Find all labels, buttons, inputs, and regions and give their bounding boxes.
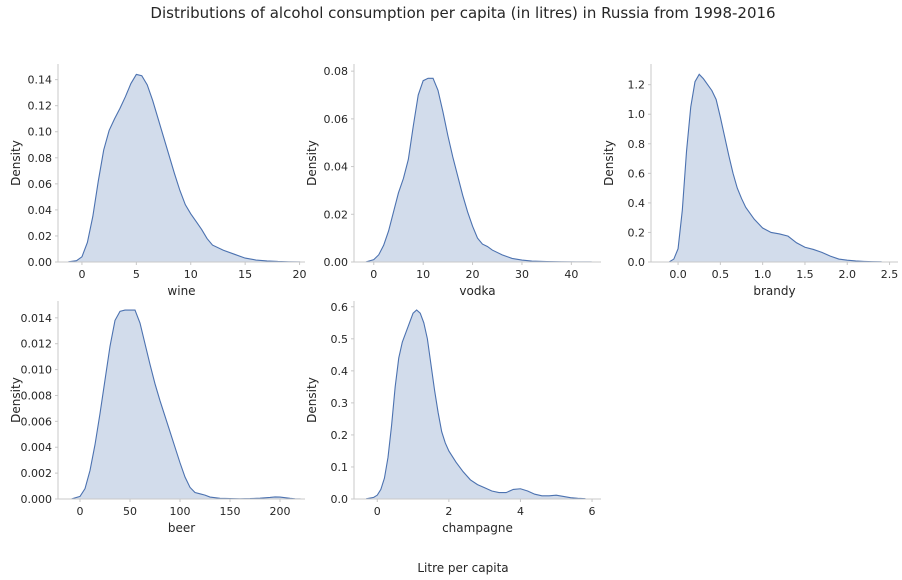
chart-1-density-curve <box>365 77 592 263</box>
chart-2-x-tick-label: 0.5 <box>712 268 730 281</box>
chart-4-density-curve <box>365 309 586 500</box>
chart-2-density-curve <box>669 73 882 263</box>
chart-2-y-tick-label: 0.4 <box>628 197 646 210</box>
chart-2-y-tick-label: 0.2 <box>628 226 646 239</box>
chart-1-x-tick-label: 30 <box>515 268 529 281</box>
chart-4-y-tick-label: 0.6 <box>331 301 349 314</box>
chart-1-ylabel: Density <box>305 140 319 186</box>
chart-2-y-tick-label: 1.2 <box>628 79 646 92</box>
chart-2-y-tick-label: 0.0 <box>628 256 646 269</box>
chart-0-x-tick-label: 5 <box>133 268 140 281</box>
chart-4-xlabel: champagne <box>442 521 513 535</box>
chart-2-ylabel: Density <box>602 140 616 186</box>
chart-1-x-tick-label: 10 <box>416 268 430 281</box>
chart-3-x-tick-label: 100 <box>170 505 191 518</box>
beer-density-panel: 0.000 0.002 0.004 0.006 0.008 0.010 0.012 0.014… <box>9 301 305 535</box>
champagne-density-panel: 0.0 0.1 0.2 0.3 0.4 0.5 0.6 0 2 4 6 champagne Densit… <box>305 301 601 535</box>
chart-4-y-tick-label: 0.5 <box>331 333 349 346</box>
chart-3-y-tick-label: 0.004 <box>21 441 53 454</box>
chart-4-x-tick-label: 2 <box>445 505 452 518</box>
chart-0-y-tick-label: 0.02 <box>28 230 53 243</box>
chart-3-x-tick-label: 0 <box>77 505 84 518</box>
chart-3-y-tick-label: 0.014 <box>21 312 53 325</box>
chart-4-y-tick-label: 0.1 <box>331 461 349 474</box>
chart-2-x-tick-label: 1.5 <box>796 268 814 281</box>
chart-0-x-tick-label: 0 <box>78 268 85 281</box>
chart-1-xlabel: vodka <box>459 284 495 298</box>
chart-2-y-tick-label: 1.0 <box>628 108 646 121</box>
chart-0-y-tick-label: 0.04 <box>28 204 53 217</box>
chart-0-x-tick-label: 15 <box>238 268 252 281</box>
chart-4-y-tick-label: 0.3 <box>331 397 349 410</box>
chart-2-x-tick-label: 0.0 <box>669 268 687 281</box>
chart-1-y-tick-label: 0.00 <box>324 256 349 269</box>
chart-0-xlabel: wine <box>167 284 195 298</box>
chart-4-y-tick-label: 0.2 <box>331 429 349 442</box>
chart-3-x-tick-label: 150 <box>220 505 241 518</box>
chart-1-y-tick-label: 0.02 <box>324 208 349 221</box>
chart-3-y-tick-label: 0.012 <box>21 338 53 351</box>
chart-0-y-tick-label: 0.00 <box>28 256 53 269</box>
wine-density-panel: 0.00 0.02 0.04 0.06 0.08 0.10 0.12 0.14 0 5 10 15 20… <box>9 64 307 298</box>
chart-3-xlabel: beer <box>168 521 195 535</box>
figure-xlabel: Litre per capita <box>417 561 508 575</box>
chart-3-y-tick-label: 0.000 <box>21 493 53 506</box>
vodka-density-panel: 0.00 0.02 0.04 0.06 0.08 0 10 20 30 40 vodka Densit… <box>305 64 601 298</box>
chart-2-y-tick-label: 0.8 <box>628 138 646 151</box>
chart-1-x-tick-label: 20 <box>466 268 480 281</box>
chart-2-y-tick-label: 0.6 <box>628 167 646 180</box>
chart-2-x-tick-label: 2.5 <box>881 268 899 281</box>
chart-3-y-tick-label: 0.008 <box>21 389 53 402</box>
chart-4-x-tick-label: 4 <box>517 505 524 518</box>
chart-3-y-tick-label: 0.006 <box>21 415 53 428</box>
chart-0-y-tick-label: 0.12 <box>28 100 53 113</box>
chart-3-x-tick-label: 50 <box>123 505 137 518</box>
brandy-density-panel: 0.0 0.2 0.4 0.6 0.8 1.0 1.2 0.0 0.5 1.0 1.5 2.0 2.5 b… <box>602 64 898 298</box>
chart-0-density-curve <box>68 73 301 263</box>
chart-0-y-tick-label: 0.08 <box>28 152 53 165</box>
chart-3-x-tick-label: 200 <box>270 505 291 518</box>
chart-0-y-tick-label: 0.10 <box>28 126 53 139</box>
chart-1-y-tick-label: 0.04 <box>324 161 349 174</box>
chart-4-ylabel: Density <box>305 377 319 423</box>
chart-2-x-tick-label: 2.0 <box>838 268 856 281</box>
chart-0-y-tick-label: 0.14 <box>28 74 53 87</box>
chart-2-x-tick-label: 1.0 <box>754 268 772 281</box>
chart-3-y-tick-label: 0.010 <box>21 364 53 377</box>
chart-1-y-tick-label: 0.08 <box>324 65 349 78</box>
chart-0-x-tick-label: 10 <box>184 268 198 281</box>
chart-2-xlabel: brandy <box>753 284 795 298</box>
chart-1-x-tick-label: 40 <box>564 268 578 281</box>
chart-4-y-tick-label: 0.4 <box>331 365 349 378</box>
chart-0-y-tick-label: 0.06 <box>28 178 53 191</box>
chart-1-y-tick-label: 0.06 <box>324 113 349 126</box>
chart-0-x-tick-label: 20 <box>293 268 307 281</box>
chart-3-ylabel: Density <box>9 377 23 423</box>
chart-4-y-tick-label: 0.0 <box>331 493 349 506</box>
chart-3-y-tick-label: 0.002 <box>21 467 53 480</box>
figure-title: Distributions of alcohol consumption per… <box>150 4 775 22</box>
chart-0-ylabel: Density <box>9 140 23 186</box>
chart-1-x-tick-label: 0 <box>370 268 377 281</box>
chart-4-x-tick-label: 0 <box>374 505 381 518</box>
chart-3-density-curve <box>71 309 301 500</box>
chart-4-x-tick-label: 6 <box>589 505 596 518</box>
